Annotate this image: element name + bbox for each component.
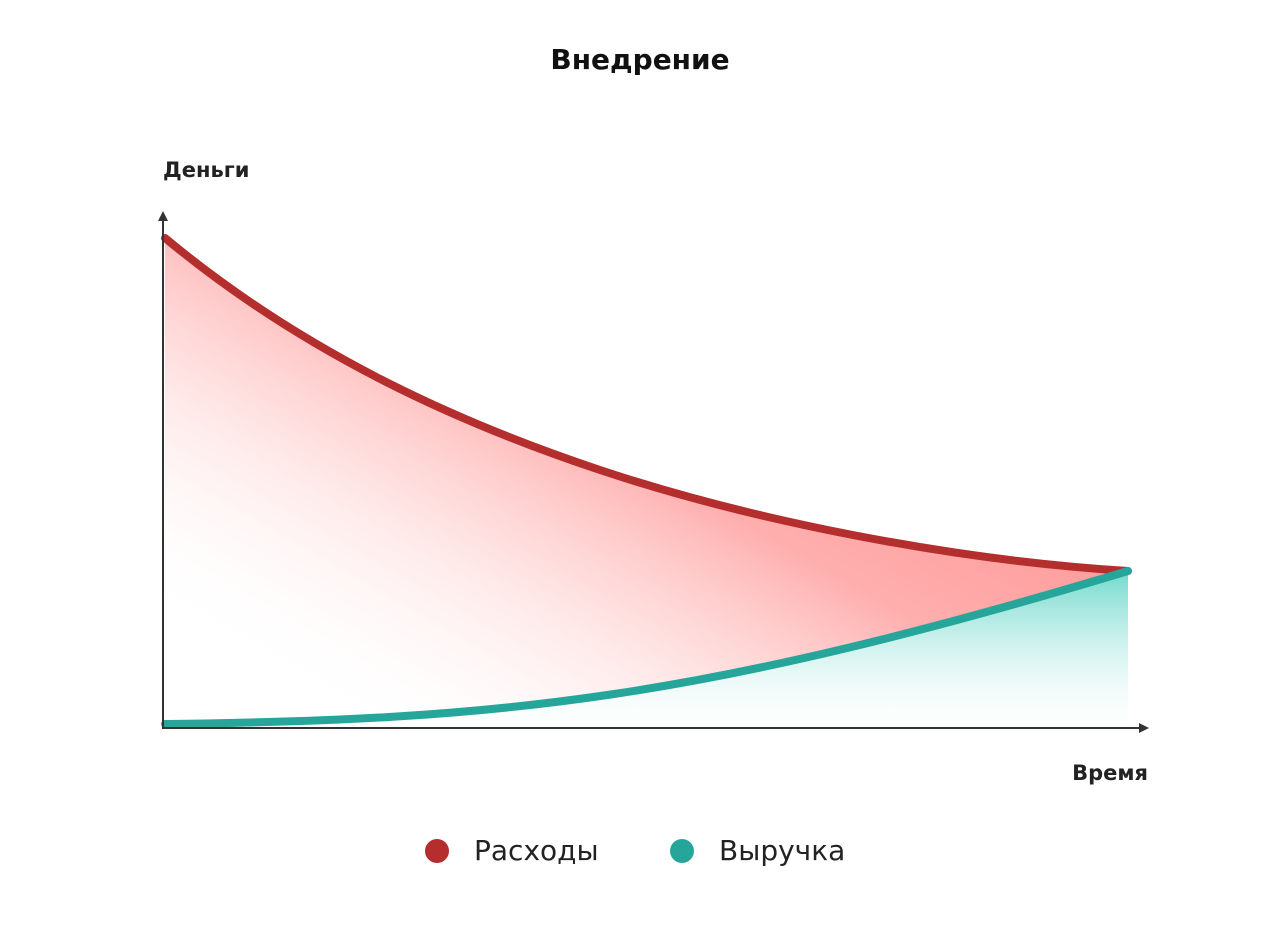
legend: Расходы Выручка — [425, 834, 845, 867]
x-axis-arrow — [1139, 723, 1149, 733]
legend-label: Расходы — [474, 834, 599, 867]
legend-marker — [670, 839, 694, 863]
revenue-curve — [161, 567, 1132, 728]
legend-marker — [425, 839, 449, 863]
revenue-area — [165, 571, 1128, 728]
x-axis-label: Время — [1072, 761, 1148, 785]
y-axis-arrow — [158, 211, 168, 221]
legend-label: Выручка — [719, 834, 845, 867]
expense-area — [165, 238, 1128, 724]
y-axis-label: Деньги — [163, 158, 249, 182]
expense-curve — [161, 234, 1132, 575]
chart-title: Внедрение — [550, 43, 729, 76]
